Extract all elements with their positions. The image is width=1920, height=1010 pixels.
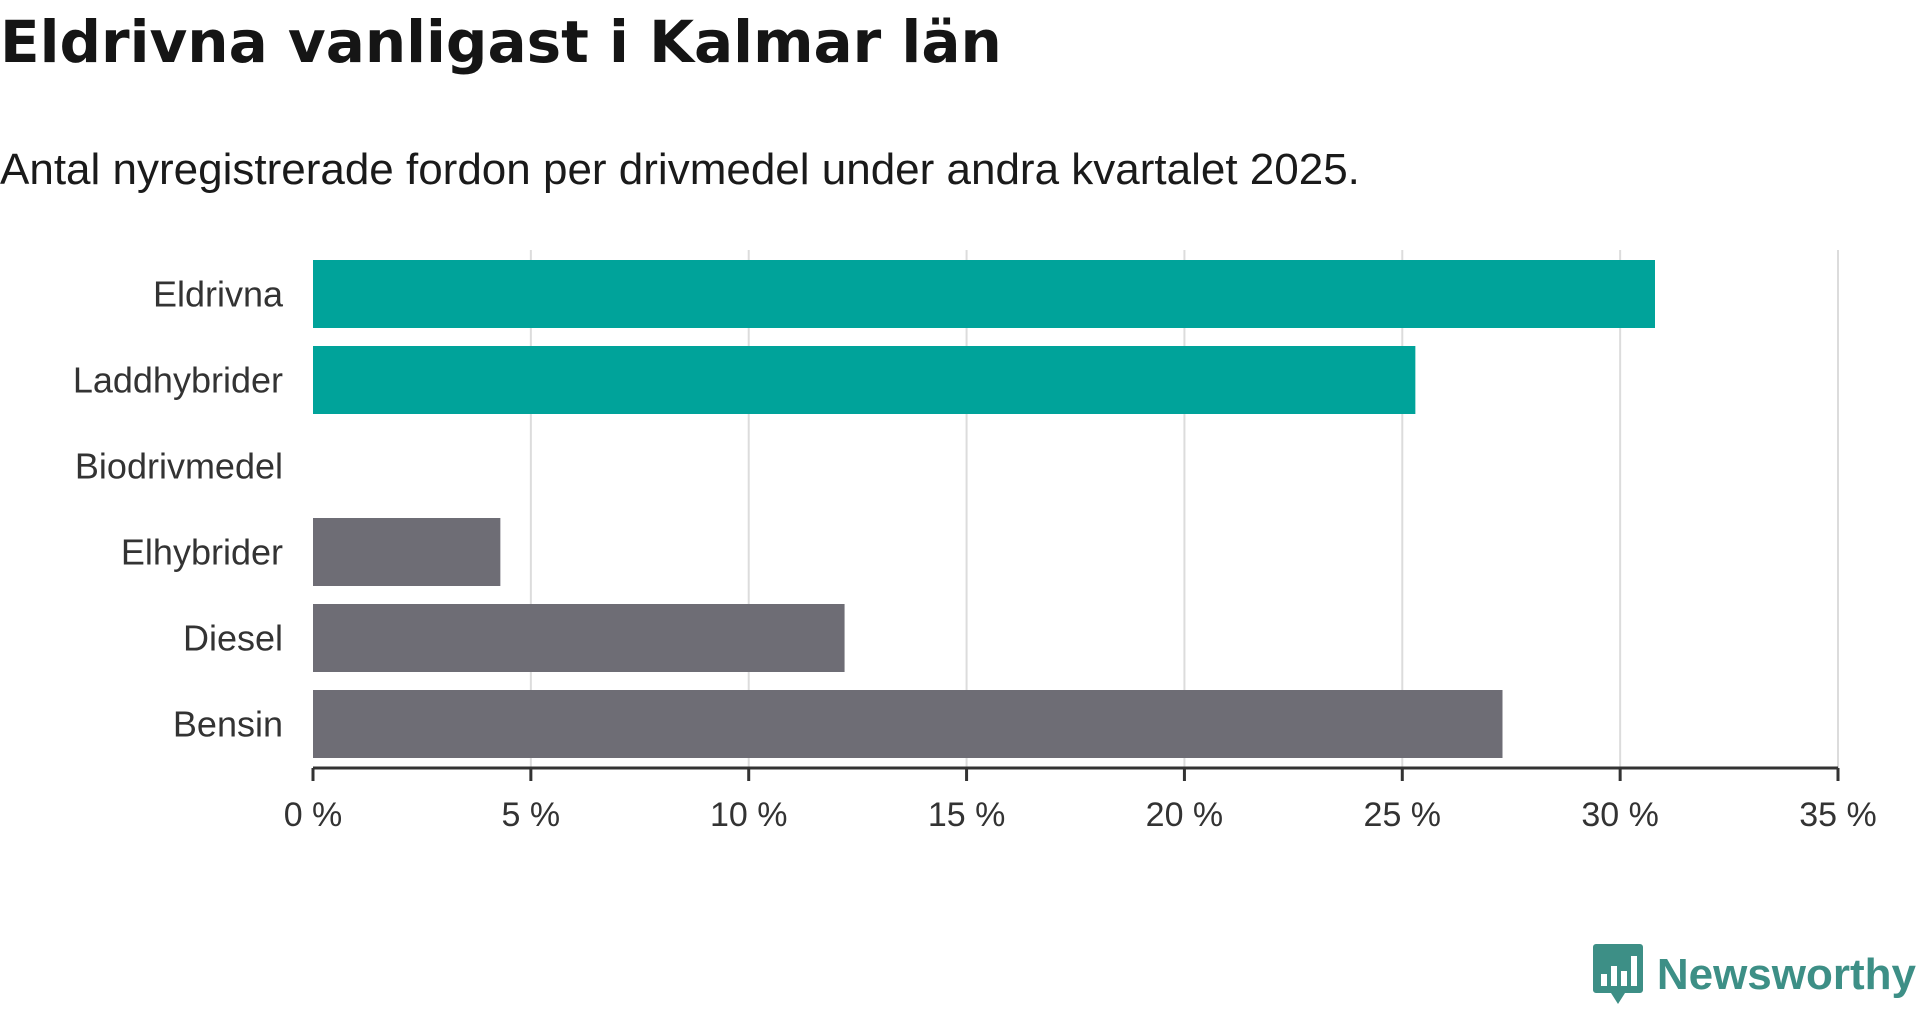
x-tick-label: 30 % (1581, 796, 1659, 834)
x-tick-label: 25 % (1364, 796, 1442, 834)
bar-chart: Eldrivna Laddhybrider Biodrivmedel Elhybrid… (73, 250, 1877, 834)
x-tick-label: 15 % (928, 796, 1006, 834)
bar (313, 690, 1503, 758)
category-label: Biodrivmedel (75, 446, 283, 487)
x-tick-label: 35 % (1799, 796, 1877, 834)
x-tick-label: 10 % (710, 796, 788, 834)
category-label: Diesel (183, 618, 283, 659)
bar (313, 346, 1416, 414)
chart-subtitle: Antal nyregistrerade fordon per drivmede… (0, 145, 1360, 194)
newsworthy-logo: Newsworthy (1592, 940, 1916, 1010)
x-tick-label: 20 % (1146, 796, 1224, 834)
category-label: Eldrivna (153, 274, 284, 315)
category-label: Elhybrider (121, 532, 283, 573)
bar-chart-speech-bubble-icon (1592, 944, 1643, 1004)
bar (313, 518, 501, 586)
bar (313, 260, 1655, 328)
bar (313, 604, 845, 672)
category-label: Bensin (173, 704, 283, 745)
x-tick-label: 5 % (502, 796, 561, 834)
x-tick-label: 0 % (284, 796, 343, 834)
category-label: Laddhybrider (73, 360, 283, 401)
chart-title: Eldrivna vanligast i Kalmar län (0, 8, 1002, 76)
logo-text: Newsworthy (1656, 950, 1916, 999)
